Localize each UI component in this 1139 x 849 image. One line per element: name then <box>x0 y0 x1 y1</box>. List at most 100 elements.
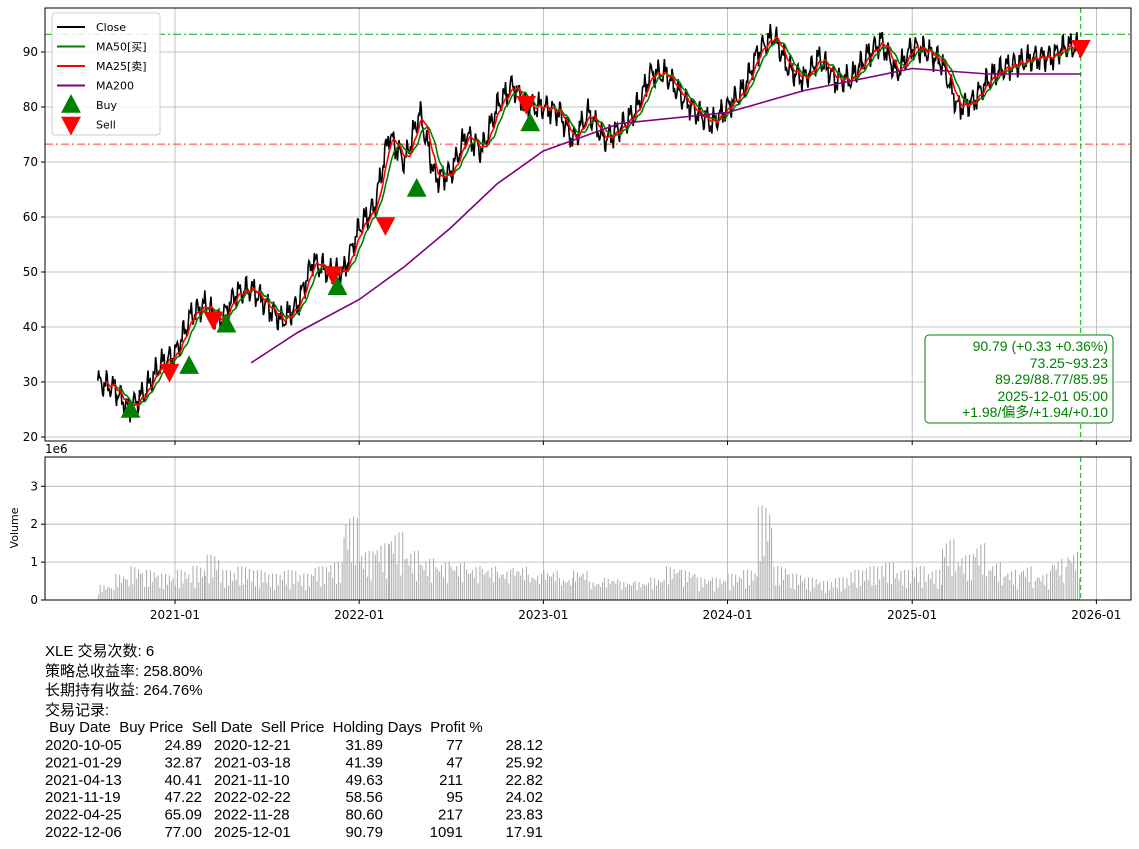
ma200-line <box>250 67 1081 364</box>
volume-bar <box>933 583 935 600</box>
volume-bar <box>838 577 840 600</box>
volume-bar <box>307 573 309 600</box>
volume-bar <box>406 558 408 600</box>
volume-bar <box>489 576 491 600</box>
volume-bar <box>867 579 869 600</box>
volume-bar <box>485 572 487 600</box>
volume-bar <box>804 578 806 600</box>
volume-bar <box>1022 570 1024 600</box>
close-line <box>97 23 1082 423</box>
volume-bar <box>514 575 516 600</box>
trade-table-header: Buy Date Buy Price Sell Date Sell Price … <box>45 719 483 736</box>
volume-bar <box>970 579 972 600</box>
volume-bar <box>157 575 159 600</box>
volume-bar <box>322 565 324 600</box>
volume-bar <box>900 570 902 600</box>
volume-bar <box>790 587 792 600</box>
volume-bar <box>491 567 493 600</box>
volume-bar <box>537 575 539 600</box>
volume-bar <box>1049 570 1051 600</box>
volume-bar <box>378 562 380 600</box>
volume-bar <box>997 581 999 600</box>
volume-bar <box>850 571 852 600</box>
volume-bar <box>272 573 274 600</box>
info-signal: +1.98/偏多/+1.94/+0.10 <box>962 404 1108 420</box>
volume-bar <box>969 554 971 600</box>
volume-bar <box>731 573 733 600</box>
volume-bar <box>965 555 967 600</box>
y-tick-label: 40 <box>23 320 38 334</box>
volume-bar <box>615 583 617 600</box>
volume-bar <box>283 571 285 600</box>
trade-sell-date: 2021-11-10 <box>214 772 290 789</box>
volume-bar <box>894 578 896 600</box>
volume-bar <box>132 584 134 600</box>
volume-bar <box>1065 566 1067 600</box>
volume-bar <box>598 583 600 600</box>
volume-bar <box>955 571 957 600</box>
volume-bar <box>630 586 632 600</box>
volume-bar <box>394 535 396 600</box>
trade-sell-date: 2022-11-28 <box>214 807 290 824</box>
volume-bar <box>759 561 761 600</box>
volume-bar <box>262 582 264 600</box>
volume-bar <box>138 569 140 600</box>
volume-bar <box>877 566 879 600</box>
volume-bar <box>663 579 665 600</box>
volume-bar <box>192 566 194 600</box>
volume-bar <box>188 574 190 600</box>
volume-bar <box>111 588 113 600</box>
volume-grid <box>45 457 1131 601</box>
x-tick-label: 2024-01 <box>702 608 752 622</box>
volume-bar <box>925 582 927 600</box>
volume-bar <box>669 566 671 600</box>
volume-bar <box>1055 569 1057 600</box>
ma25-line <box>105 36 1082 409</box>
volume-bar <box>781 566 783 600</box>
volume-bar <box>324 583 326 600</box>
volume-bar <box>927 574 929 600</box>
volume-bar <box>452 570 454 600</box>
trade-days: 95 <box>446 789 463 806</box>
volume-bar <box>343 537 345 600</box>
volume-bar <box>723 580 725 600</box>
volume-bar <box>429 559 431 600</box>
sell-marker <box>516 96 537 115</box>
volume-bar <box>727 573 729 600</box>
volume-bar <box>842 577 844 600</box>
volume-bar <box>235 579 237 600</box>
volume-bar <box>384 543 386 600</box>
volume-bar <box>1048 589 1050 600</box>
volume-bar <box>1014 569 1016 600</box>
volume-bar <box>439 571 441 600</box>
volume-bar <box>471 569 473 600</box>
volume-bar <box>917 582 919 600</box>
info-range: 73.25~93.23 <box>1030 355 1108 371</box>
volume-bar <box>305 590 307 600</box>
volume-bar <box>799 575 801 600</box>
volume-bar <box>339 583 341 600</box>
trade-profit: 28.12 <box>505 737 543 754</box>
volume-bar <box>506 571 508 600</box>
volume-bar <box>400 575 402 600</box>
volume-bar <box>541 574 543 600</box>
trade-sell-price: 41.39 <box>345 754 383 771</box>
volume-bar <box>1051 564 1053 600</box>
volume-bar <box>733 586 735 600</box>
volume-bar <box>356 518 358 600</box>
volume-scale-label: 1e6 <box>45 442 68 456</box>
volume-bar <box>777 565 779 600</box>
volume-bar <box>752 580 754 600</box>
volume-bar <box>495 566 497 600</box>
volume-bar <box>588 581 590 600</box>
volume-bar <box>725 581 727 600</box>
volume-bar <box>717 587 719 600</box>
volume-bar <box>572 578 574 600</box>
volume-bar <box>146 569 148 600</box>
volume-bar <box>366 576 368 600</box>
volume-bar <box>852 582 854 600</box>
volume-bar <box>786 574 788 600</box>
volume-bar <box>826 581 828 600</box>
volume-bar <box>275 573 277 600</box>
volume-bar <box>941 584 943 600</box>
